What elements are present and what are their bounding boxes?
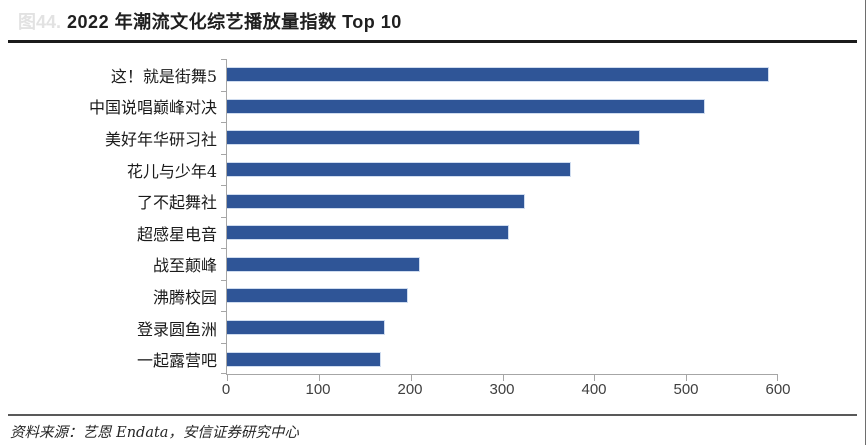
bar xyxy=(227,351,382,367)
x-axis-tick-label: 100 xyxy=(305,381,331,398)
bar-row xyxy=(227,59,778,91)
figure-number-label: 图44. xyxy=(18,12,62,32)
y-axis-tick xyxy=(221,59,227,60)
bar-row xyxy=(227,280,778,312)
x-axis-tick xyxy=(777,375,778,381)
bar xyxy=(227,130,641,146)
category-label: 美好年华研习社 xyxy=(104,129,217,149)
value-axis-labels: 0 100 200 300 400 500 600 xyxy=(222,375,791,403)
category-label: 一起露营吧 xyxy=(136,351,217,371)
bar xyxy=(227,162,572,178)
category-axis-labels: 这！就是街舞5 中国说唱巅峰对决美好年华研习社花儿与少年4 了不起舞社超感星电音战至… xyxy=(8,59,226,375)
bar-row xyxy=(227,185,778,217)
y-axis-tick xyxy=(221,342,227,344)
y-axis-tick xyxy=(221,153,227,155)
bar xyxy=(227,67,769,83)
category-label: 中国说唱巅峰对决 xyxy=(88,98,217,118)
bar xyxy=(227,288,408,304)
chart-header: 图44. 2022 年潮流文化综艺播放量指数 Top 10 xyxy=(8,0,857,43)
bar-row xyxy=(227,154,778,186)
category-label: 了不起舞社 xyxy=(136,193,217,213)
x-axis-tick xyxy=(686,375,688,381)
category-label: 登录圆鱼洲 xyxy=(136,319,217,339)
bar-row xyxy=(227,249,778,281)
x-axis-tick xyxy=(318,375,320,381)
x-axis-tick xyxy=(502,375,504,381)
y-axis-tick xyxy=(221,279,227,281)
chart-title: 2022 年潮流文化综艺播放量指数 Top 10 xyxy=(67,12,402,32)
bar-row xyxy=(227,217,778,249)
y-axis-tick xyxy=(221,311,227,312)
bar xyxy=(227,320,385,336)
bar-chart: 这！就是街舞5 中国说唱巅峰对决美好年华研习社花儿与少年4 了不起舞社超感星电音战至… xyxy=(0,59,865,403)
bar xyxy=(227,256,420,272)
x-axis-tick xyxy=(227,375,228,381)
category-label: 花儿与少年4 xyxy=(126,161,217,181)
category-label: 超感星电音 xyxy=(136,224,217,244)
x-axis-tick xyxy=(410,375,412,381)
y-axis-tick xyxy=(221,122,227,123)
x-axis-tick-label: 400 xyxy=(581,381,607,398)
y-axis-tick xyxy=(221,373,227,374)
x-axis-tick-label: 600 xyxy=(765,381,791,398)
bar-row xyxy=(227,122,778,154)
bar xyxy=(227,98,705,114)
y-axis-tick xyxy=(221,248,227,249)
bar xyxy=(227,225,509,241)
plot-area xyxy=(221,59,778,381)
category-label: 沸腾校园 xyxy=(152,287,217,307)
category-label: 战至颠峰 xyxy=(152,256,217,276)
data-source-note: 资料来源：艺恩 Endata，安信证券研究中心 xyxy=(10,425,299,441)
y-axis-tick xyxy=(221,90,227,92)
x-axis-tick-label: 0 xyxy=(221,381,231,398)
bar-row xyxy=(227,91,778,123)
y-axis-tick xyxy=(221,216,227,218)
y-axis-tick xyxy=(221,185,227,186)
bar-row xyxy=(227,343,778,375)
bar-row xyxy=(227,312,778,344)
category-label: 这！就是街舞5 xyxy=(110,66,217,86)
x-axis-tick-label: 200 xyxy=(397,381,423,398)
footer-divider xyxy=(8,414,857,416)
bar xyxy=(227,193,526,209)
x-axis-tick-label: 300 xyxy=(489,381,515,398)
x-axis-tick xyxy=(594,375,596,381)
x-axis-tick-label: 500 xyxy=(673,381,699,398)
